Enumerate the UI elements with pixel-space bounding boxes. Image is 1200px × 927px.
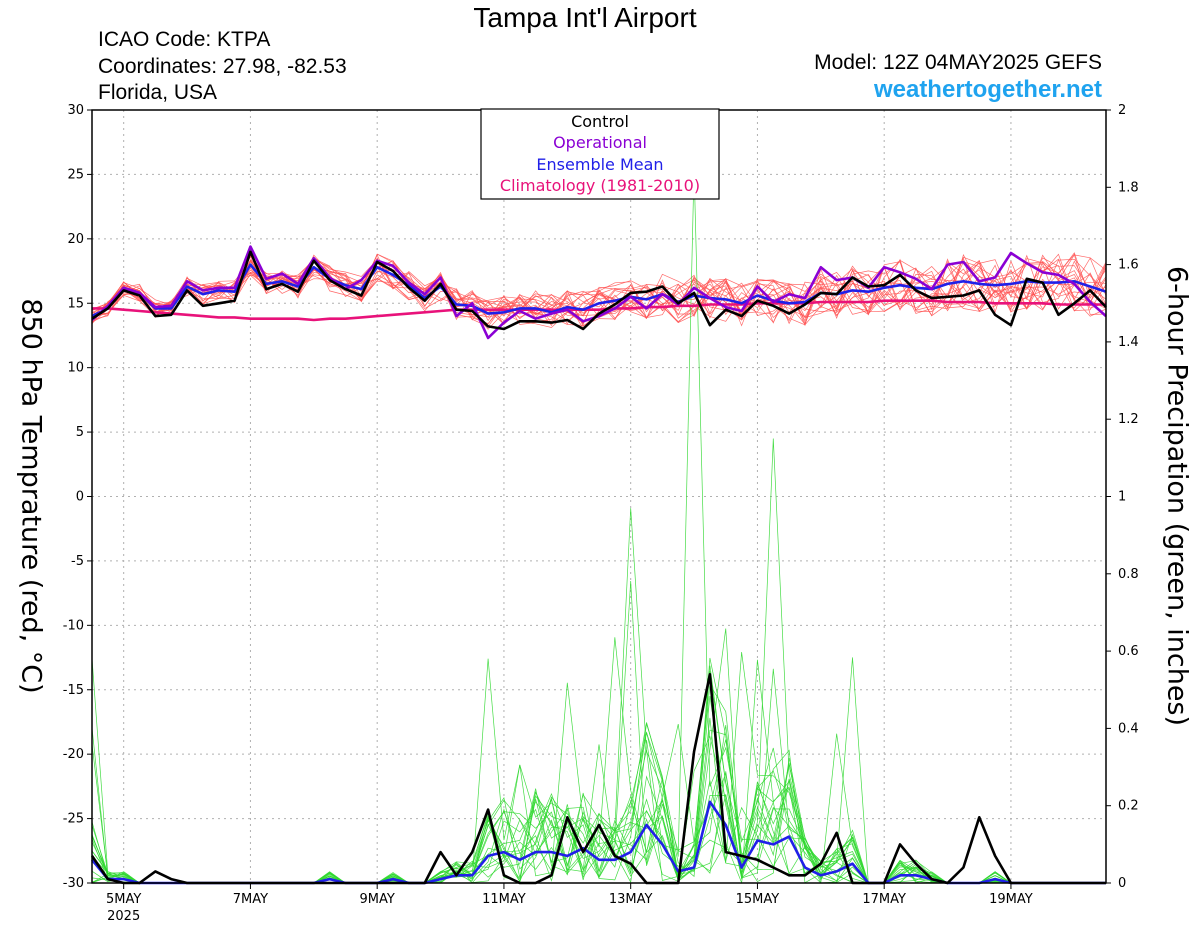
precip-member-line — [91, 658, 1106, 884]
precip-member-line — [91, 580, 1106, 884]
right-tick-label: 1.2 — [1118, 412, 1139, 427]
precip-member-line — [91, 652, 1106, 884]
grid-lines — [92, 110, 1106, 883]
left-tick-label: 20 — [67, 232, 84, 247]
left-tick-label: -20 — [63, 747, 84, 762]
chart-title: Tampa Int'l Airport — [473, 2, 697, 33]
legend-ensemble-mean: Ensemble Mean — [536, 155, 663, 174]
left-tick-label: -25 — [63, 812, 84, 827]
left-tick-label: -5 — [71, 554, 84, 569]
x-axis-ticks: 5MAY 2025 7MAY 9MAY 11MAY 13MAY 15MAY 17MAY 19MA… — [106, 883, 1033, 924]
right-tick-label: 1.6 — [1118, 258, 1139, 273]
legend-climatology: Climatology (1981-2010) — [500, 176, 700, 195]
left-tick-label: -30 — [63, 876, 84, 891]
left-tick-label: -10 — [63, 618, 84, 633]
legend-operational: Operational — [553, 133, 647, 152]
right-tick-label: 0.6 — [1118, 644, 1139, 659]
right-tick-label: 0.4 — [1118, 721, 1139, 736]
left-tick-label: 25 — [67, 167, 84, 182]
operational-temperature-line — [91, 245, 1107, 340]
control-temperature-line — [91, 250, 1107, 331]
icao-code: ICAO Code: KTPA — [98, 28, 271, 51]
x-tick-label: 7MAY — [233, 892, 268, 907]
left-tick-label: 0 — [76, 490, 84, 505]
right-tick-label: 0 — [1118, 876, 1126, 891]
precip-member-line — [91, 683, 1106, 884]
left-tick-label: 30 — [67, 103, 84, 118]
legend-box — [480, 108, 720, 200]
left-tick-label: 10 — [67, 361, 84, 376]
model-run: Model: 12Z 04MAY2025 GEFS — [814, 51, 1102, 74]
right-tick-label: 1.4 — [1118, 335, 1139, 350]
right-tick-label: 0.2 — [1118, 799, 1139, 814]
right-tick-label: 1.8 — [1118, 180, 1139, 195]
x-tick-label: 17MAY — [862, 892, 906, 907]
site-link[interactable]: weathertogether.net — [873, 76, 1102, 103]
region: Florida, USA — [98, 81, 218, 104]
coordinates: Coordinates: 27.98, -82.53 — [98, 55, 347, 78]
x-tick-label: 13MAY — [609, 892, 653, 907]
right-axis-ticks: 2 1.8 1.6 1.4 1.2 1 0.8 0.6 0.4 0.2 0 — [1106, 103, 1139, 891]
plot-frame — [91, 109, 1107, 884]
right-axis-label: 6-hour Precipation (green, inches) — [1162, 266, 1193, 726]
legend-control: Control — [571, 112, 629, 131]
left-tick-label: -15 — [63, 683, 84, 698]
x-tick-label: 11MAY — [482, 892, 526, 907]
temp-member-line — [91, 254, 1107, 327]
precip-member-line — [91, 657, 1106, 884]
x-tick-label: 5MAY — [106, 892, 141, 907]
legend: Control Operational Ensemble Mean Climat… — [480, 108, 720, 200]
left-tick-label: 5 — [76, 425, 84, 440]
precip-member-line — [91, 658, 1106, 884]
right-tick-label: 1 — [1118, 490, 1126, 505]
x-tick-year: 2025 — [107, 909, 140, 924]
precip-member-line — [91, 637, 1106, 884]
climatology-1981-2010-temperature-line — [92, 299, 1106, 322]
temp-member-line — [91, 253, 1107, 326]
x-tick-label: 19MAY — [989, 892, 1033, 907]
right-tick-label: 0.8 — [1118, 567, 1139, 582]
x-tick-label: 9MAY — [360, 892, 395, 907]
main-series-lines — [90, 245, 1107, 885]
left-axis-label: 850 hPa Temprature (red, °C) — [16, 298, 47, 693]
left-tick-label: 15 — [67, 296, 84, 311]
left-axis-ticks: 30 25 20 15 10 5 0 -5 -10 -15 -20 -25 -30 — [63, 103, 92, 891]
x-tick-label: 15MAY — [736, 892, 780, 907]
precip-member-line — [91, 438, 1106, 884]
right-tick-label: 2 — [1118, 103, 1126, 118]
